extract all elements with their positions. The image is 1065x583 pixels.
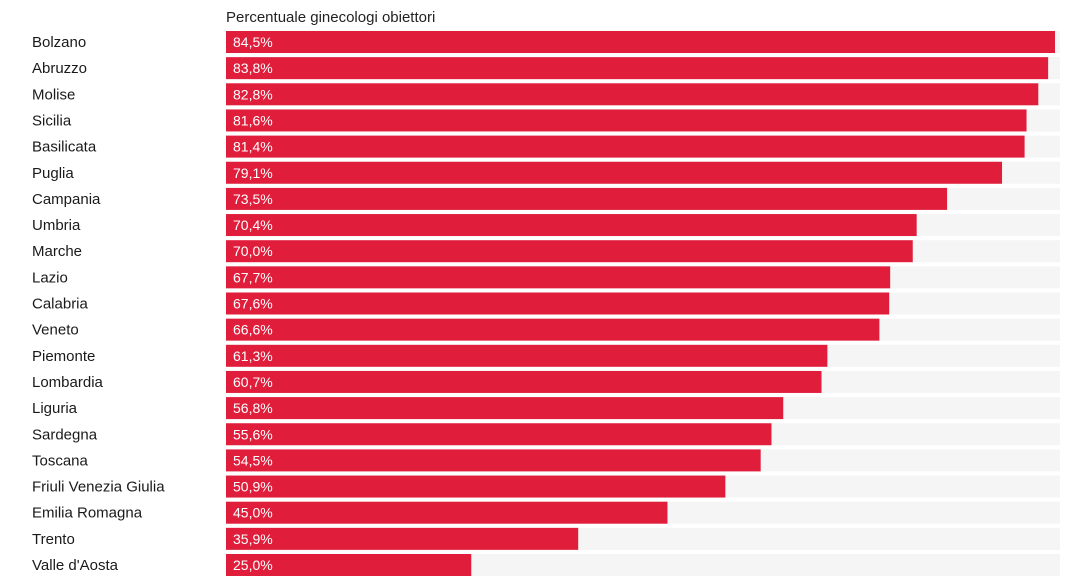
bar (226, 292, 890, 315)
bar-row: Umbria 70,4% (32, 214, 1060, 237)
bar (226, 318, 880, 341)
bar-row: Molise 82,8% (32, 83, 1060, 106)
category-label: Marche (32, 243, 82, 260)
value-label: 84,5% (233, 34, 273, 50)
bar-row: Trento 35,9% (32, 527, 1060, 550)
bar-row: Veneto 66,6% (32, 318, 1060, 341)
value-label: 25,0% (233, 557, 273, 573)
bar (226, 31, 1055, 53)
bar-row: Lazio 67,7% (32, 266, 1060, 289)
value-label: 35,9% (233, 531, 273, 547)
category-label: Bolzano (32, 34, 86, 51)
value-label: 82,8% (233, 86, 273, 102)
bar-row: Valle d'Aosta 25,0% (32, 554, 1060, 576)
category-label: Lombardia (32, 374, 104, 391)
value-label: 70,4% (233, 217, 273, 233)
bar (226, 501, 668, 524)
category-label: Sicilia (32, 112, 72, 129)
category-label: Sardegna (32, 426, 98, 443)
bar (226, 57, 1049, 80)
category-label: Emilia Romagna (32, 505, 143, 522)
bar-row: Emilia Romagna 45,0% (32, 501, 1060, 524)
bar (226, 475, 726, 498)
bar-row: Campania 73,5% (32, 187, 1060, 210)
chart-rows: Bolzano 84,5% Abruzzo 83,8% Molise 82,8% Sicil… (32, 31, 1060, 576)
value-label: 45,0% (233, 505, 273, 521)
category-label: Veneto (32, 322, 79, 339)
category-label: Campania (32, 191, 101, 208)
series-header: Percentuale ginecologi obiettori (226, 9, 435, 26)
value-label: 66,6% (233, 322, 273, 338)
category-label: Valle d'Aosta (32, 557, 119, 574)
bar (226, 135, 1025, 158)
bar-row: Lombardia 60,7% (32, 370, 1060, 393)
value-label: 55,6% (233, 426, 273, 442)
value-label: 83,8% (233, 60, 273, 76)
category-label: Umbria (32, 217, 81, 234)
bar-row: Puglia 79,1% (32, 161, 1060, 184)
value-label: 67,7% (233, 269, 273, 285)
bar (226, 187, 948, 210)
value-label: 56,8% (233, 400, 273, 416)
bar (226, 370, 822, 393)
category-label: Liguria (32, 400, 78, 417)
category-label: Piemonte (32, 348, 95, 365)
bar-row: Piemonte 61,3% (32, 344, 1060, 367)
category-label: Lazio (32, 269, 68, 286)
bar (226, 266, 891, 289)
value-label: 60,7% (233, 374, 273, 390)
bar-row: Sicilia 81,6% (32, 109, 1060, 132)
bar (226, 109, 1027, 132)
value-label: 81,4% (233, 139, 273, 155)
bar (226, 161, 1003, 184)
value-label: 50,9% (233, 479, 273, 495)
bar (226, 397, 784, 420)
value-label: 79,1% (233, 165, 273, 181)
category-label: Puglia (32, 165, 74, 182)
bar-row: Basilicata 81,4% (32, 135, 1060, 158)
bar-row: Liguria 56,8% (32, 397, 1060, 420)
category-label: Friuli Venezia Giulia (32, 479, 165, 496)
bar (226, 554, 472, 576)
category-label: Calabria (32, 296, 89, 313)
category-label: Molise (32, 86, 75, 103)
bar-row: Sardegna 55,6% (32, 423, 1060, 446)
category-label: Abruzzo (32, 60, 87, 77)
value-label: 81,6% (233, 112, 273, 128)
value-label: 73,5% (233, 191, 273, 207)
category-label: Toscana (32, 452, 89, 469)
bar (226, 344, 828, 367)
category-label: Basilicata (32, 139, 97, 156)
bar (226, 423, 772, 446)
value-label: 70,0% (233, 243, 273, 259)
bar (226, 83, 1039, 106)
bar-row: Abruzzo 83,8% (32, 57, 1060, 80)
bar-row: Marche 70,0% (32, 240, 1060, 263)
category-label: Trento (32, 531, 75, 548)
bar-row: Bolzano 84,5% (32, 31, 1060, 53)
value-label: 67,6% (233, 296, 273, 312)
value-label: 61,3% (233, 348, 273, 364)
bar-row: Friuli Venezia Giulia 50,9% (32, 475, 1060, 498)
bar-row: Calabria 67,6% (32, 292, 1060, 315)
bar (226, 214, 917, 237)
bar-row: Toscana 54,5% (32, 449, 1060, 472)
bar (226, 240, 913, 263)
bar (226, 449, 761, 472)
bar (226, 527, 579, 550)
value-label: 54,5% (233, 452, 273, 468)
